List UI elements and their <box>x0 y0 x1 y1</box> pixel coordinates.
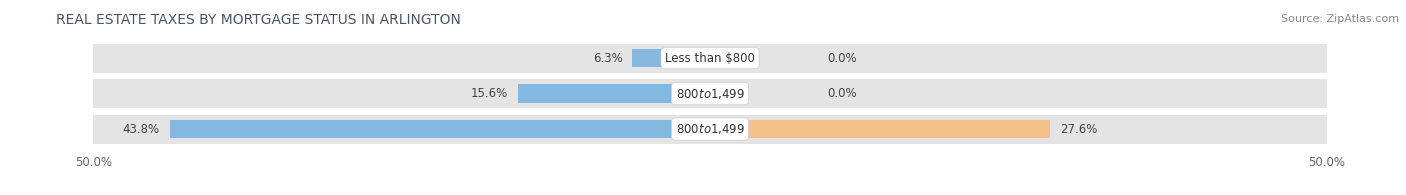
Text: Source: ZipAtlas.com: Source: ZipAtlas.com <box>1281 14 1399 24</box>
Bar <box>517 84 710 103</box>
Text: Less than $800: Less than $800 <box>665 52 755 65</box>
Text: 27.6%: 27.6% <box>1060 122 1098 136</box>
Text: $800 to $1,499: $800 to $1,499 <box>675 87 745 101</box>
Text: 15.6%: 15.6% <box>471 87 508 100</box>
Bar <box>710 120 1050 138</box>
Text: REAL ESTATE TAXES BY MORTGAGE STATUS IN ARLINGTON: REAL ESTATE TAXES BY MORTGAGE STATUS IN … <box>56 13 461 27</box>
Bar <box>93 114 1327 144</box>
Text: 43.8%: 43.8% <box>122 122 160 136</box>
Text: 0.0%: 0.0% <box>827 87 856 100</box>
Bar <box>633 49 710 67</box>
Bar <box>170 120 710 138</box>
Text: $800 to $1,499: $800 to $1,499 <box>675 122 745 136</box>
Text: 0.0%: 0.0% <box>827 52 856 65</box>
Bar <box>93 79 1327 108</box>
Text: 6.3%: 6.3% <box>593 52 623 65</box>
Bar <box>93 44 1327 73</box>
